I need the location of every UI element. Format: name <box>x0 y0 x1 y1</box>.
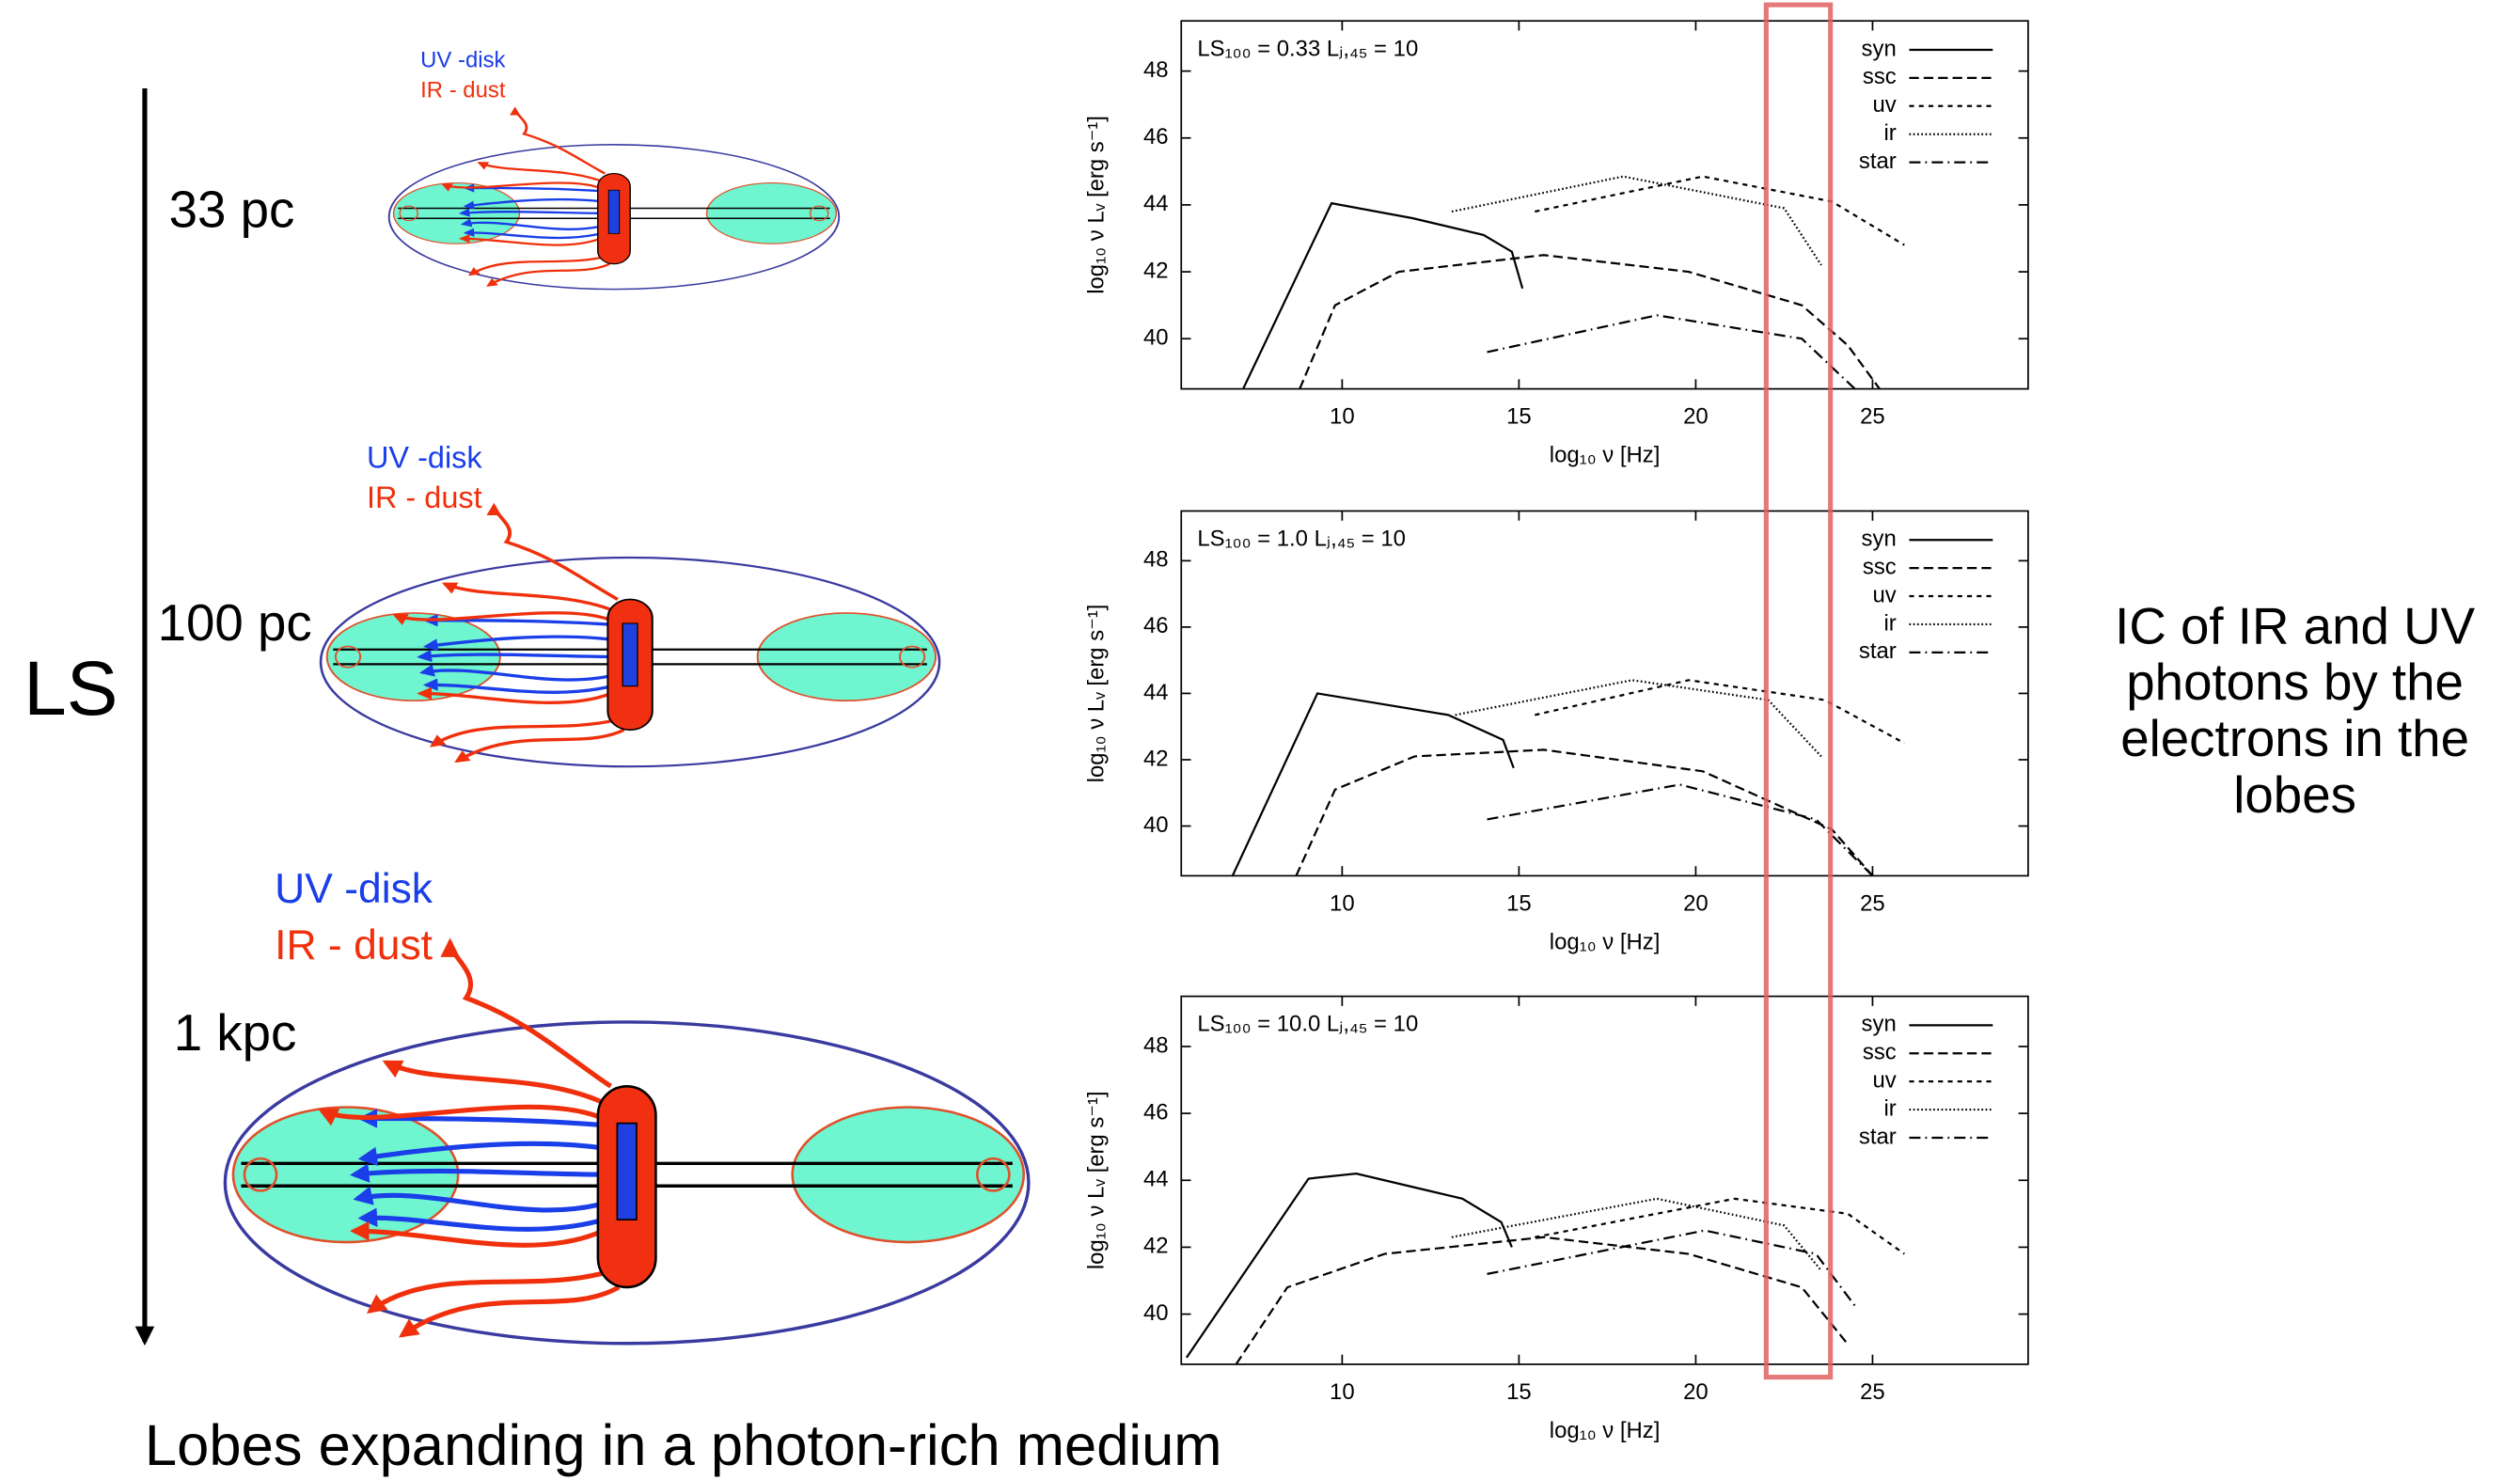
diagram-large <box>225 941 1029 1343</box>
scale-label: 100 pc <box>158 593 312 652</box>
y-tick-label: 44 <box>1143 1167 1169 1192</box>
legend-label: ssc <box>1863 1040 1897 1065</box>
legend-label: star <box>1859 638 1897 664</box>
x-tick-label: 10 <box>1330 1379 1355 1405</box>
legend-label: syn <box>1862 36 1897 61</box>
y-axis-label: log₁₀ ν Lᵥ [erg s⁻¹] <box>1084 605 1110 783</box>
plot-frame <box>1180 20 2029 390</box>
y-tick-label: 42 <box>1143 746 1169 771</box>
x-tick-label: 10 <box>1330 404 1355 430</box>
note: electrons in the <box>2120 709 2469 767</box>
series-line <box>1235 1236 1849 1365</box>
legend-label: star <box>1859 149 1897 174</box>
series-line <box>1487 314 1856 390</box>
y-axis-label: log₁₀ ν Lᵥ [erg s⁻¹] <box>1084 116 1110 294</box>
label: UV -disk <box>275 866 433 912</box>
x-axis-label: log₁₀ ν [Hz] <box>1550 443 1661 468</box>
x-tick-label: 25 <box>1860 404 1885 430</box>
y-tick-label: 44 <box>1143 680 1169 705</box>
series-line <box>1535 175 1905 246</box>
legend-label: ssc <box>1863 554 1897 579</box>
legend-label: ir <box>1883 120 1896 146</box>
y-tick-label: 48 <box>1143 1032 1169 1058</box>
label: UV -disk <box>367 440 482 474</box>
x-tick-label: 10 <box>1330 890 1355 916</box>
charts: 40 42 44 46 48 10 15 20 25 log₁₀ ν [Hz] log₁₀ ν Lᵥ… <box>1084 20 2029 1443</box>
caption: Lobes expanding in a photon-rich medium <box>145 1413 1222 1478</box>
series-line <box>1535 679 1905 745</box>
diagram-medium <box>321 505 939 766</box>
x-tick-label: 25 <box>1860 890 1885 916</box>
x-axis-label: log₁₀ ν [Hz] <box>1550 930 1661 955</box>
label: IR - dust <box>420 78 506 103</box>
y-tick-label: 48 <box>1143 57 1169 83</box>
y-tick-label: 46 <box>1143 613 1169 638</box>
x-axis-label: log₁₀ ν [Hz] <box>1550 1418 1661 1443</box>
y-tick-label: 46 <box>1143 1099 1169 1125</box>
legend-label: uv <box>1873 582 1897 607</box>
series-line <box>1535 1197 1905 1255</box>
x-tick-label: 15 <box>1506 1379 1532 1405</box>
x-tick-label: 25 <box>1860 1379 1885 1405</box>
legend-label: ssc <box>1863 64 1897 89</box>
legend-label: star <box>1859 1124 1897 1149</box>
annotation: LS₁₀₀ = 0.33 Lⱼ,₄₅ = 10 <box>1197 36 1418 61</box>
y-tick-label: 42 <box>1143 1234 1169 1259</box>
y-tick-label: 40 <box>1143 325 1169 351</box>
label: IR - dust <box>367 480 482 514</box>
label: UV -disk <box>420 47 505 72</box>
series-line <box>1242 201 1524 390</box>
series-line <box>1299 254 1881 390</box>
legend-label: uv <box>1873 1067 1897 1093</box>
y-tick-label: 48 <box>1143 547 1169 573</box>
note: photons by the <box>2126 653 2464 711</box>
annotation: LS₁₀₀ = 10.0 Lⱼ,₄₅ = 10 <box>1197 1012 1418 1037</box>
y-axis-label: log₁₀ ν Lᵥ [erg s⁻¹] <box>1084 1091 1110 1269</box>
scale-label: 1 kpc <box>174 1003 297 1062</box>
series-line <box>1451 1197 1822 1272</box>
legend-label: ir <box>1883 1095 1896 1121</box>
legend-label: uv <box>1873 92 1897 118</box>
note: IC of IR and UV <box>2115 596 2475 654</box>
series-line <box>1487 783 1874 877</box>
x-tick-label: 15 <box>1506 404 1532 430</box>
diagram-small <box>389 108 840 289</box>
y-tick-label: 40 <box>1143 812 1169 838</box>
series-line <box>1295 748 1874 877</box>
y-tick-label: 44 <box>1143 191 1169 216</box>
legend-label: syn <box>1862 1012 1897 1037</box>
scale-label: 33 pc <box>169 181 295 239</box>
label: IR - dust <box>275 922 433 968</box>
series-line <box>1185 1173 1513 1359</box>
y-tick-label: 40 <box>1143 1300 1169 1326</box>
x-tick-label: 20 <box>1683 890 1709 916</box>
series-line <box>1487 1229 1856 1307</box>
legend-label: syn <box>1862 527 1897 552</box>
highlight-box <box>1763 2 1834 1380</box>
axis-label: LS <box>24 646 118 732</box>
x-tick-label: 20 <box>1683 1379 1709 1405</box>
plot-frame <box>1180 510 2029 877</box>
series-line <box>1231 692 1515 876</box>
x-tick-label: 20 <box>1683 404 1709 430</box>
note: lobes <box>2233 765 2356 824</box>
legend-label: ir <box>1883 610 1896 636</box>
y-tick-label: 46 <box>1143 124 1169 150</box>
annotation: LS₁₀₀ = 1.0 Lⱼ,₄₅ = 10 <box>1197 527 1406 552</box>
x-tick-label: 15 <box>1506 890 1532 916</box>
y-tick-label: 42 <box>1143 258 1169 283</box>
